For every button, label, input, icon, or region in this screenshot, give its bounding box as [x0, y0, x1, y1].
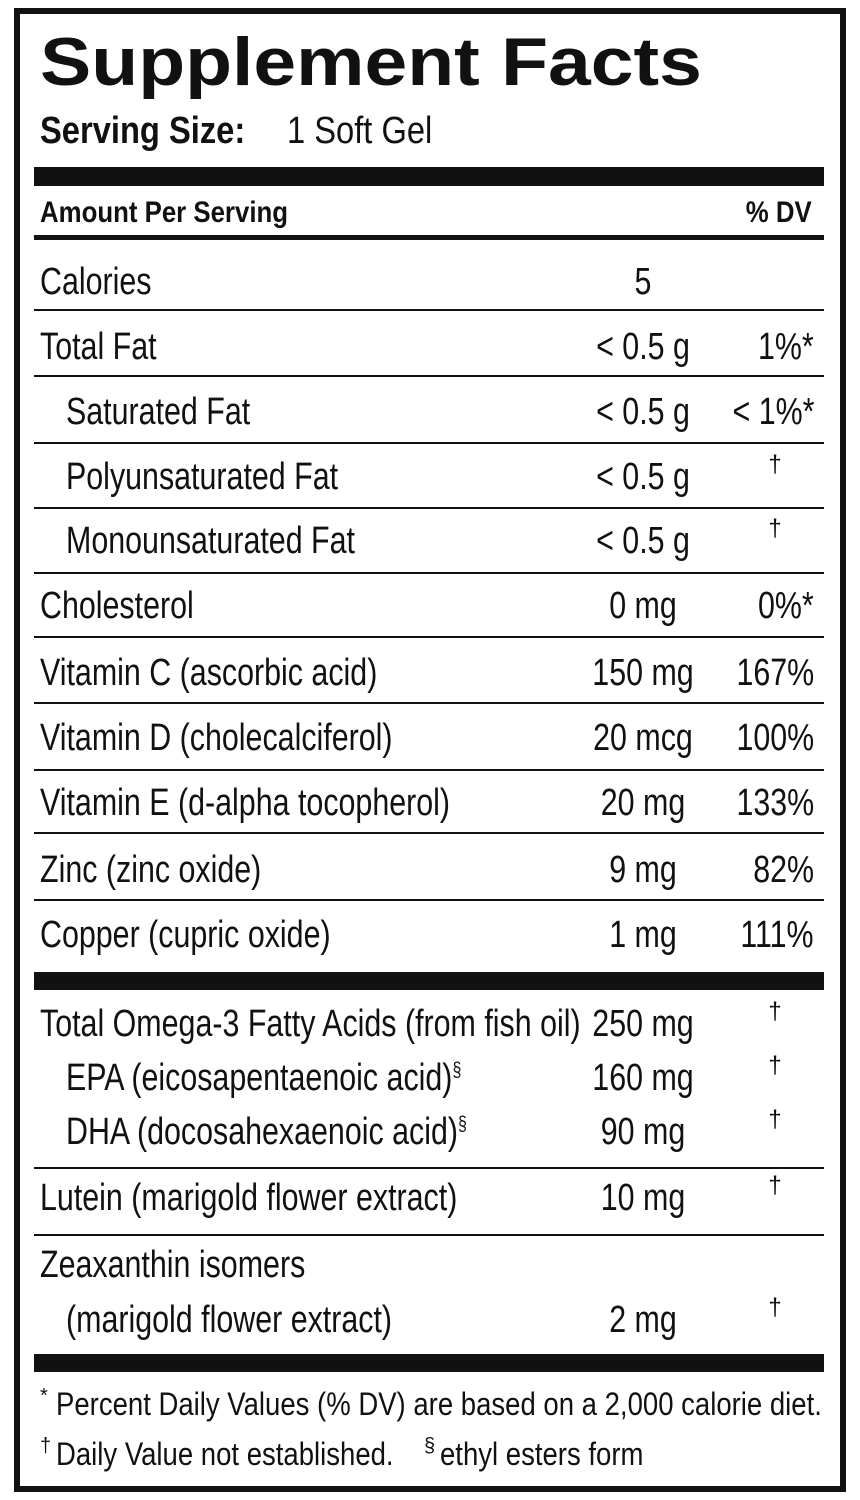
rule	[34, 1167, 824, 1169]
footnote-mark: §	[458, 1113, 467, 1136]
daily-value: †	[768, 515, 782, 542]
thick-rule	[34, 167, 824, 186]
nutrient-name: Lutein (marigold flower extract)	[40, 1177, 458, 1219]
daily-value: †	[768, 1052, 782, 1079]
amount: < 0.5 g	[596, 391, 690, 433]
daily-value: †	[768, 1294, 782, 1321]
rule	[34, 572, 824, 574]
daily-value: 111%	[740, 914, 814, 956]
thick-rule	[34, 1354, 824, 1372]
nutrient-name: Zeaxanthin isomers	[40, 1244, 306, 1286]
nutrient-name: Calories	[40, 261, 152, 303]
daily-value: 0%*	[758, 585, 814, 627]
nutrient-name: Saturated Fat	[66, 391, 251, 433]
rule	[34, 375, 824, 377]
footnote: Percent Daily Values (% DV) are based on…	[56, 1386, 822, 1422]
daily-value: 167%	[736, 652, 814, 694]
footnote-mark: *	[40, 1385, 48, 1407]
nutrient-name: Copper (cupric oxide)	[40, 914, 331, 956]
rule	[34, 899, 824, 901]
daily-value: †	[768, 451, 782, 478]
nutrient-name: EPA (eicosapentaenoic acid)§	[66, 1057, 462, 1099]
nutrient-name: Monounsaturated Fat	[66, 520, 355, 562]
nutrient-name: Cholesterol	[40, 585, 194, 627]
serving-label: Serving Size:	[40, 110, 246, 152]
rule	[34, 507, 824, 509]
daily-value: < 1%*	[732, 391, 814, 433]
thick-rule	[34, 972, 824, 990]
amount: < 0.5 g	[596, 520, 690, 562]
nutrient-name: Polyunsaturated Fat	[66, 456, 339, 498]
footnote: Daily Value not established.	[56, 1436, 394, 1472]
rule	[34, 309, 824, 311]
amount: 90 mg	[600, 1111, 686, 1153]
rule	[34, 442, 824, 444]
amount: 1 mg	[609, 914, 677, 956]
daily-value: 100%	[736, 717, 814, 759]
amount: 20 mcg	[593, 717, 693, 759]
nutrient-name: Vitamin C (ascorbic acid)	[40, 652, 378, 694]
footnote: ethyl esters form	[440, 1436, 644, 1472]
column-header: Amount Per Serving	[40, 196, 289, 229]
daily-value: 133%	[736, 782, 814, 824]
nutrient-name: (marigold flower extract)	[66, 1299, 393, 1341]
amount: 10 mg	[600, 1177, 686, 1219]
amount: 5	[634, 261, 652, 303]
footnote-mark: §	[424, 1435, 436, 1457]
daily-value: 1%*	[758, 326, 814, 368]
daily-value: †	[768, 998, 782, 1025]
title: Supplement Facts	[40, 24, 702, 100]
serving-value: 1 Soft Gel	[287, 110, 433, 152]
rule	[34, 832, 824, 834]
rule	[34, 702, 824, 704]
amount: 20 mg	[600, 782, 686, 824]
amount: < 0.5 g	[596, 326, 690, 368]
amount: 250 mg	[592, 1003, 694, 1045]
rule	[34, 636, 824, 638]
footnote-mark: §	[452, 1059, 462, 1082]
nutrient-name: DHA (docosahexaenoic acid)§	[66, 1111, 467, 1153]
thick-rule	[34, 235, 824, 240]
nutrient-name: Total Omega-3 Fatty Acids (from fish oil…	[40, 1003, 581, 1045]
nutrient-name: Vitamin E (d-alpha tocopherol)	[40, 782, 451, 824]
nutrient-name: Total Fat	[40, 326, 157, 368]
rule	[34, 769, 824, 771]
amount: 9 mg	[609, 849, 677, 891]
amount: 150 mg	[592, 652, 694, 694]
daily-value: †	[768, 1106, 782, 1133]
amount: 2 mg	[609, 1299, 677, 1341]
amount: 160 mg	[592, 1057, 694, 1099]
amount: 0 mg	[609, 585, 677, 627]
nutrient-name: Vitamin D (cholecalciferol)	[40, 717, 393, 759]
daily-value: 82%	[753, 849, 814, 891]
frame	[14, 8, 846, 1492]
amount: < 0.5 g	[596, 456, 690, 498]
nutrient-name: Zinc (zinc oxide)	[40, 849, 262, 891]
column-header: % DV	[746, 196, 812, 229]
rule	[34, 1234, 824, 1236]
footnote-mark: †	[40, 1435, 52, 1457]
daily-value: †	[768, 1172, 782, 1199]
